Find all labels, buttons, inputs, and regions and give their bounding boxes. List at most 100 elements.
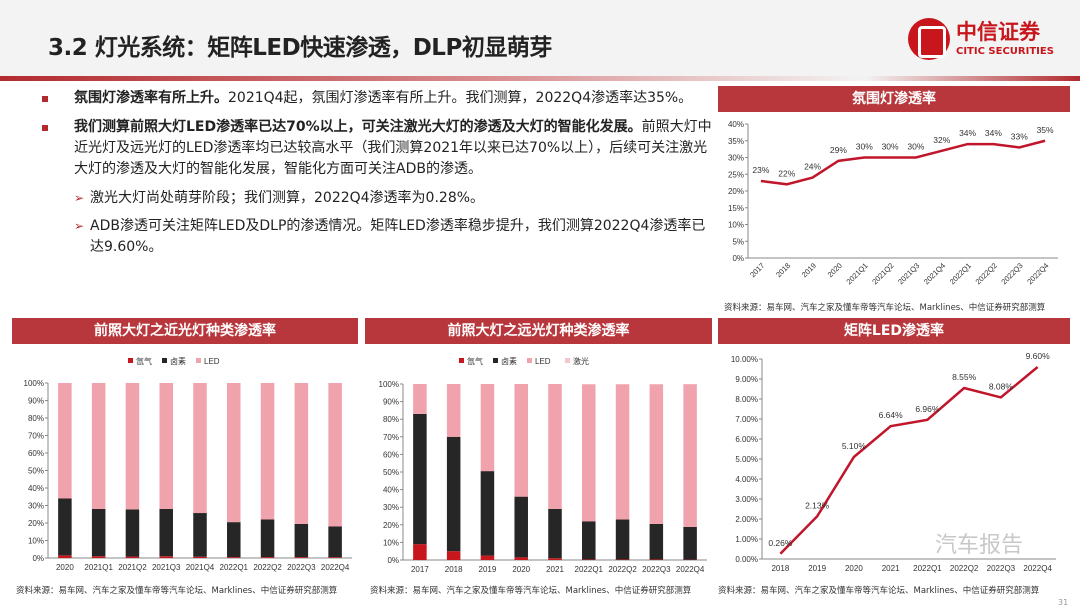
chart-low-beam: 0% 10% 20% 30% 40% 50% 60% 70% 80% 90% 100% 2020 202… — [24, 356, 352, 572]
y-tick-label: 30% — [28, 502, 44, 511]
bar-segment — [514, 496, 528, 558]
bar-segment — [615, 384, 630, 520]
bar-segment — [328, 557, 342, 558]
legend-swatch — [196, 358, 201, 363]
source-note: 资料来源：易车网、汽车之家及懂车帝等汽车论坛、Marklines、中信证券研究部… — [718, 586, 1040, 596]
bar-segment — [227, 522, 241, 558]
bar-segment — [58, 498, 72, 556]
x-tick-label: 2022Q3 — [999, 261, 1024, 286]
x-tick-label: 2018 — [445, 565, 463, 574]
bar-segment — [683, 384, 697, 527]
x-tick-label: 2021 — [882, 564, 900, 573]
x-tick-label: 2021Q1 — [844, 261, 869, 286]
y-tick-label: 40% — [28, 484, 44, 493]
y-tick-label: 50% — [28, 467, 44, 476]
x-tick-label: 2021Q4 — [922, 261, 947, 286]
bar-segment — [413, 544, 427, 560]
y-tick-label: 5% — [732, 237, 744, 246]
y-tick-label: 70% — [383, 433, 399, 442]
source-note: 资料来源：易车网、汽车之家及懂车帝等汽车论坛、Marklines、中信证券研究部… — [724, 303, 1046, 313]
bullet-text: 2021Q4起，氛围灯渗透率有所上升。我们测算，2022Q4渗透率达35%。 — [228, 90, 693, 106]
x-tick-label: 2020 — [845, 564, 863, 573]
bar-segment — [548, 558, 562, 560]
source-note: 资料来源：易车网、汽车之家及懂车帝等汽车论坛、Marklines、中信证券研究部… — [370, 586, 692, 596]
legend-label: LED — [535, 357, 551, 366]
bullet-bold: 氛围灯渗透率有所上升。 — [74, 90, 228, 106]
y-tick-label: 100% — [379, 380, 399, 389]
y-tick-label: 50% — [383, 468, 399, 477]
header-band — [0, 0, 1080, 78]
y-tick-label: 80% — [28, 414, 44, 423]
bar-segment — [91, 509, 106, 557]
y-tick-label: 0% — [387, 556, 399, 565]
data-label: 8.55% — [952, 372, 977, 382]
bar-segment — [649, 559, 664, 560]
bar-segment — [446, 551, 461, 560]
data-label: 0.26% — [768, 538, 793, 548]
y-tick-label: 30% — [728, 154, 744, 163]
x-tick-label: 2022Q2 — [253, 563, 282, 572]
square-bullet-icon — [42, 96, 48, 102]
square-bullet-icon — [42, 125, 48, 131]
bar-segment — [649, 384, 664, 524]
legend-swatch — [565, 358, 570, 363]
data-label: 8.08% — [989, 381, 1014, 391]
x-tick-label: 2017 — [748, 261, 766, 279]
data-label: 32% — [933, 135, 950, 145]
y-tick-label: 10% — [383, 538, 399, 547]
x-tick-label: 2022Q4 — [321, 563, 350, 572]
x-tick-label: 2021Q3 — [896, 261, 921, 286]
x-tick-label: 2021Q2 — [118, 563, 147, 572]
data-label: 30% — [856, 142, 873, 152]
data-label: 34% — [985, 128, 1002, 138]
legend-swatch — [128, 358, 133, 363]
x-tick-label: 2022Q1 — [948, 261, 973, 286]
data-label: 6.64% — [879, 410, 904, 420]
bar-segment — [480, 471, 495, 556]
source-note: 资料来源：易车网、汽车之家及懂车帝等汽车论坛、Marklines、中信证券研究部… — [16, 586, 338, 596]
x-tick-label: 2019 — [800, 261, 818, 279]
arrow-bullet-icon: ➢ — [74, 219, 85, 233]
bar-segment — [260, 383, 275, 520]
y-tick-label: 5.00% — [735, 455, 758, 464]
x-tick-label: 2022Q4 — [1025, 261, 1050, 286]
watermark: 汽车报告 — [935, 533, 1024, 558]
bar-segment — [514, 384, 528, 497]
x-tick-label: 2022Q4 — [676, 565, 705, 574]
x-tick-label: 2022Q3 — [642, 565, 671, 574]
logo-cn: 中信证券 — [956, 19, 1040, 44]
x-tick-label: 2022Q2 — [950, 564, 979, 573]
legend-swatch — [459, 358, 464, 363]
bar-segment — [446, 384, 461, 437]
sub-bullet-text: ADB渗透可关注矩阵LED及DLP的渗透情况。矩阵LED渗透率稳步提升，我们测算… — [90, 218, 706, 255]
bar-segment — [548, 508, 562, 559]
legend-label: 氙气 — [467, 356, 483, 366]
bullet-ambient: 氛围灯渗透率有所上升。2021Q4起，氛围灯渗透率有所上升。我们测算，2022Q… — [38, 88, 714, 109]
x-tick-label: 2020 — [826, 261, 844, 279]
legend-label: 氙气 — [136, 356, 152, 366]
bar-segment — [159, 383, 173, 509]
citic-logo: 中信证券 CITIC SECURITIES — [908, 16, 1068, 64]
bar-segment — [582, 384, 596, 522]
bar-segment — [649, 523, 664, 560]
x-tick-label: 2022Q2 — [974, 261, 999, 286]
x-tick-label: 2022Q1 — [220, 563, 249, 572]
body-text: 氛围灯渗透率有所上升。2021Q4起，氛围灯渗透率有所上升。我们测算，2022Q… — [38, 88, 714, 265]
series-line — [760, 139, 1046, 186]
y-tick-label: 8.00% — [735, 395, 758, 404]
legend-label: 激光 — [573, 356, 589, 366]
bar-segment — [227, 383, 241, 523]
sub-bullet-text: 激光大灯尚处萌芽阶段；我们测算，2022Q4渗透率为0.28%。 — [90, 190, 485, 206]
bar-segment — [413, 384, 427, 414]
legend-label: LED — [204, 357, 220, 366]
y-tick-label: 7.00% — [735, 415, 758, 424]
y-tick-label: 90% — [28, 397, 44, 406]
data-label: 33% — [1011, 131, 1028, 141]
y-tick-label: 9.00% — [735, 375, 758, 384]
x-tick-label: 2022Q1 — [913, 564, 942, 573]
x-tick-label: 2021Q2 — [870, 261, 895, 286]
x-tick-label: 2021Q4 — [186, 563, 215, 572]
x-tick-label: 2022Q3 — [287, 563, 316, 572]
data-label: 2.13% — [805, 500, 830, 510]
x-tick-label: 2018 — [771, 564, 789, 573]
